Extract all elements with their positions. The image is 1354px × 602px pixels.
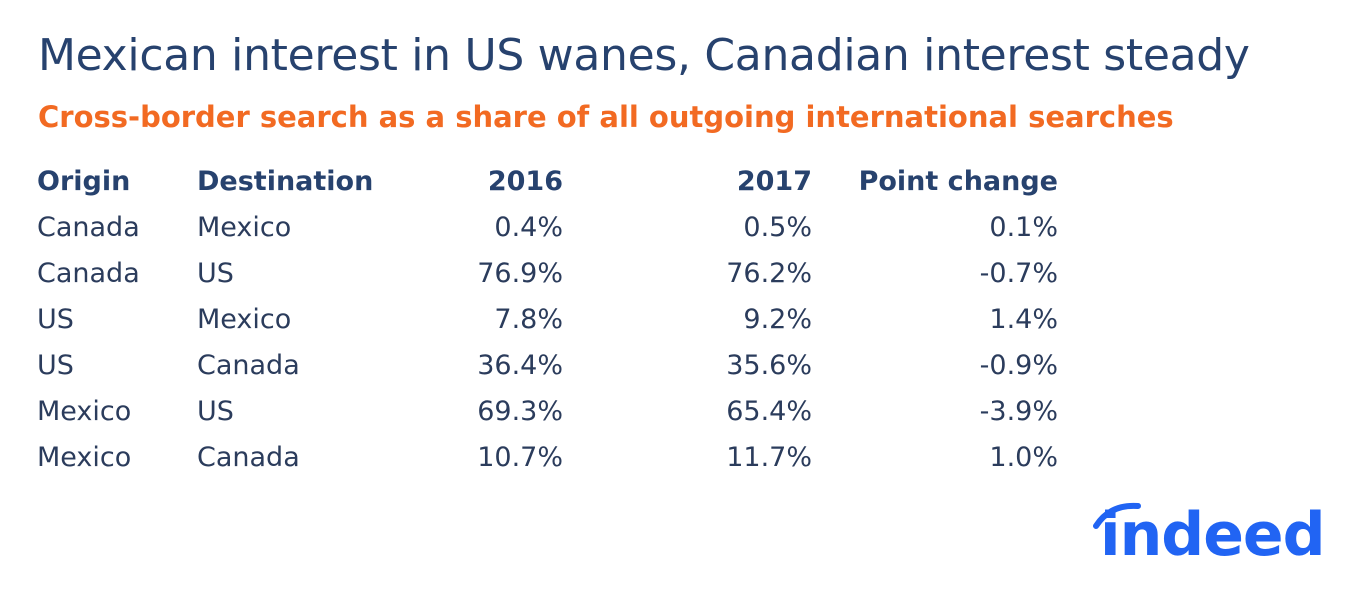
table-cell: US xyxy=(37,304,74,335)
table-cell: -0.7% xyxy=(979,258,1058,289)
table-cell: 76.9% xyxy=(477,258,563,289)
table-cell: 1.0% xyxy=(989,442,1058,473)
table-cell: US xyxy=(197,258,234,289)
table-cell: Canada xyxy=(37,212,140,243)
table-cell: 36.4% xyxy=(477,350,563,381)
table-cell: 10.7% xyxy=(477,442,563,473)
table-cell: US xyxy=(197,396,234,427)
table-cell: 11.7% xyxy=(726,442,812,473)
column-header: Point change xyxy=(858,166,1058,197)
column-header: 2017 xyxy=(736,166,812,197)
column-header: 2016 xyxy=(487,166,563,197)
table-cell: 0.1% xyxy=(989,212,1058,243)
table-cell: 76.2% xyxy=(726,258,812,289)
table-cell: 0.5% xyxy=(743,212,812,243)
column-header: Destination xyxy=(197,166,374,197)
table-cell: Canada xyxy=(197,350,300,381)
table-cell: Mexico xyxy=(37,442,132,473)
table-cell: 65.4% xyxy=(726,396,812,427)
table-cell: -3.9% xyxy=(979,396,1058,427)
table-cell: US xyxy=(37,350,74,381)
logo: indeed xyxy=(1100,500,1326,570)
table-cell: Mexico xyxy=(197,212,292,243)
table-cell: 35.6% xyxy=(726,350,812,381)
table-cell: 69.3% xyxy=(477,396,563,427)
column-header: Origin xyxy=(37,166,131,197)
table-cell: Canada xyxy=(37,258,140,289)
table-cell: 0.4% xyxy=(494,212,563,243)
subtitle: Cross-border search as a share of all ou… xyxy=(38,100,1174,134)
table-cell: 9.2% xyxy=(743,304,812,335)
table-cell: Mexico xyxy=(197,304,292,335)
title: Mexican interest in US wanes, Canadian i… xyxy=(38,30,1250,81)
table-cell: Mexico xyxy=(37,396,132,427)
logo-arc xyxy=(1093,502,1141,529)
table-cell: Canada xyxy=(197,442,300,473)
table-cell: 7.8% xyxy=(494,304,563,335)
table-cell: -0.9% xyxy=(979,350,1058,381)
table-cell: 1.4% xyxy=(989,304,1058,335)
